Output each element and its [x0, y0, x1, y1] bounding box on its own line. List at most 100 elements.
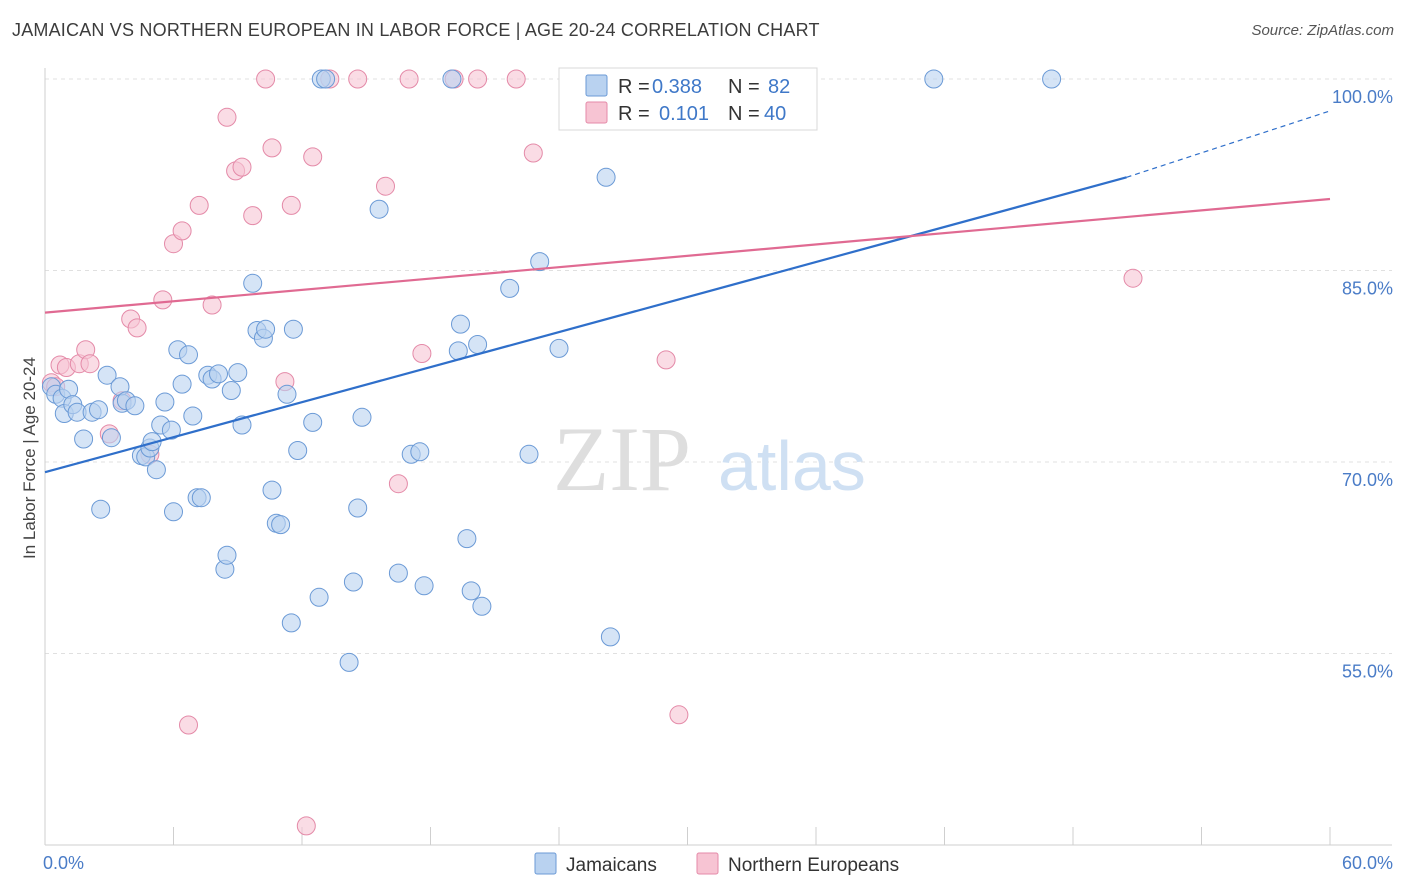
jamaican-point	[343, 572, 363, 592]
jamaican-point	[217, 545, 237, 565]
jamaican-point	[243, 273, 263, 293]
northern-european-point	[468, 69, 488, 89]
legend-r-value-1: 0.388	[652, 76, 702, 98]
jamaican-point	[161, 420, 181, 440]
legend-r-label-1: R =	[618, 76, 650, 98]
northern-european-point	[376, 176, 395, 196]
watermark: ZIP atlas	[553, 408, 866, 510]
y-tick-label: 85.0%	[1342, 279, 1393, 299]
x-tick-labels: 0.0% 60.0%	[43, 853, 1393, 873]
jamaican-point	[468, 335, 488, 354]
source-label: Source: ZipAtlas.com	[1251, 22, 1394, 39]
jamaican-point	[352, 407, 372, 427]
chart-title: JAMAICAN VS NORTHERN EUROPEAN IN LABOR F…	[12, 20, 820, 40]
jamaican-point	[271, 515, 291, 535]
jamaican-trend-line	[44, 176, 1127, 474]
northern-european-point	[281, 195, 301, 215]
jamaican-point	[146, 460, 166, 480]
northern-european-point	[348, 69, 368, 89]
northern-european-point	[232, 157, 252, 177]
y-tick-label: 55.0%	[1342, 662, 1393, 682]
northern-european-point	[669, 705, 689, 725]
legend-swatch-jamaicans-bottom	[534, 852, 557, 875]
northern-european-point	[217, 107, 237, 127]
jamaican-point	[155, 392, 175, 412]
jamaican-point	[281, 613, 301, 633]
legend-n-value-2: 40	[764, 103, 786, 125]
jamaican-point	[221, 381, 241, 400]
axes	[44, 68, 1392, 846]
legend-n-label-1: N =	[728, 76, 760, 98]
northern-european-point	[256, 69, 276, 89]
watermark-zip: ZIP	[553, 408, 691, 510]
jamaican-point	[172, 374, 192, 394]
legend-n-value-1: 82	[768, 76, 790, 98]
jamaican-point	[303, 412, 323, 432]
jamaican-point	[500, 278, 520, 298]
northern-european-point	[80, 354, 100, 374]
watermark-atlas: atlas	[718, 427, 866, 505]
jamaican-point	[596, 167, 616, 187]
northern-european-point	[412, 344, 432, 363]
x-tick-label-min: 0.0%	[43, 853, 84, 873]
northern-european-point	[303, 147, 323, 167]
northern-european-point	[179, 715, 198, 735]
northern-european-point	[523, 143, 543, 163]
jamaican-point	[228, 363, 248, 383]
y-axis-label: In Labor Force | Age 20-24	[20, 357, 39, 559]
northern-european-point	[296, 816, 316, 836]
jamaican-point	[442, 69, 462, 89]
y-tick-label: 100.0%	[1332, 87, 1393, 107]
y-tick-labels: 55.0% 70.0% 85.0% 100.0%	[1332, 87, 1393, 682]
northern-european-point	[656, 350, 676, 370]
correlation-legend: R = 0.388 N = 82 R = 0.101 N = 40	[558, 67, 818, 131]
jamaican-trend-extension	[1126, 110, 1331, 178]
legend-label-jamaicans: Jamaicans	[566, 855, 657, 876]
jamaican-point	[262, 480, 282, 500]
jamaican-point	[183, 406, 203, 426]
jamaican-point	[472, 596, 492, 616]
jamaican-point	[348, 498, 368, 518]
jamaican-point	[519, 444, 539, 464]
jamaican-point	[369, 199, 389, 219]
legend-r-label-2: R =	[618, 103, 650, 125]
trend-lines	[44, 110, 1331, 474]
jamaican-point	[600, 627, 620, 647]
northern-european-point	[172, 221, 192, 241]
x-tick-label-max: 60.0%	[1342, 853, 1393, 873]
jamaican-point	[74, 429, 94, 449]
jamaican-point	[283, 319, 303, 339]
jamaican-point	[457, 529, 477, 549]
y-tick-label: 70.0%	[1342, 470, 1393, 490]
legend-label-northern-europeans: Northern Europeans	[728, 855, 899, 876]
jamaican-point	[91, 499, 111, 519]
jamaican-point	[97, 365, 117, 385]
northern-european-point	[399, 69, 419, 89]
jamaican-point	[451, 314, 470, 334]
northern-european-point	[1123, 268, 1143, 288]
northern-european-point	[153, 290, 173, 310]
northern-european-point	[388, 474, 408, 494]
jamaican-point	[256, 319, 276, 339]
series-legend: Jamaicans Northern Europeans	[534, 852, 899, 876]
northern-european-point	[262, 138, 282, 158]
jamaican-point	[209, 364, 228, 384]
northern-european-point	[127, 318, 147, 338]
jamaican-point	[191, 488, 211, 508]
legend-r-value-2: 0.101	[659, 103, 709, 125]
jamaican-point	[414, 576, 434, 596]
legend-swatch-northern-europeans	[585, 101, 608, 124]
legend-swatch-jamaicans	[585, 74, 608, 97]
jamaican-point	[549, 338, 569, 358]
legend-n-label-2: N =	[728, 103, 760, 125]
jamaican-point	[179, 345, 198, 365]
jamaican-point	[288, 441, 308, 460]
jamaican-point	[410, 442, 430, 462]
jamaican-point	[461, 581, 481, 601]
legend-swatch-northern-europeans-bottom	[696, 852, 719, 875]
jamaican-point	[388, 563, 408, 583]
northern-european-point	[243, 206, 263, 226]
northern-european-point	[202, 295, 222, 315]
jamaican-point	[924, 69, 944, 89]
